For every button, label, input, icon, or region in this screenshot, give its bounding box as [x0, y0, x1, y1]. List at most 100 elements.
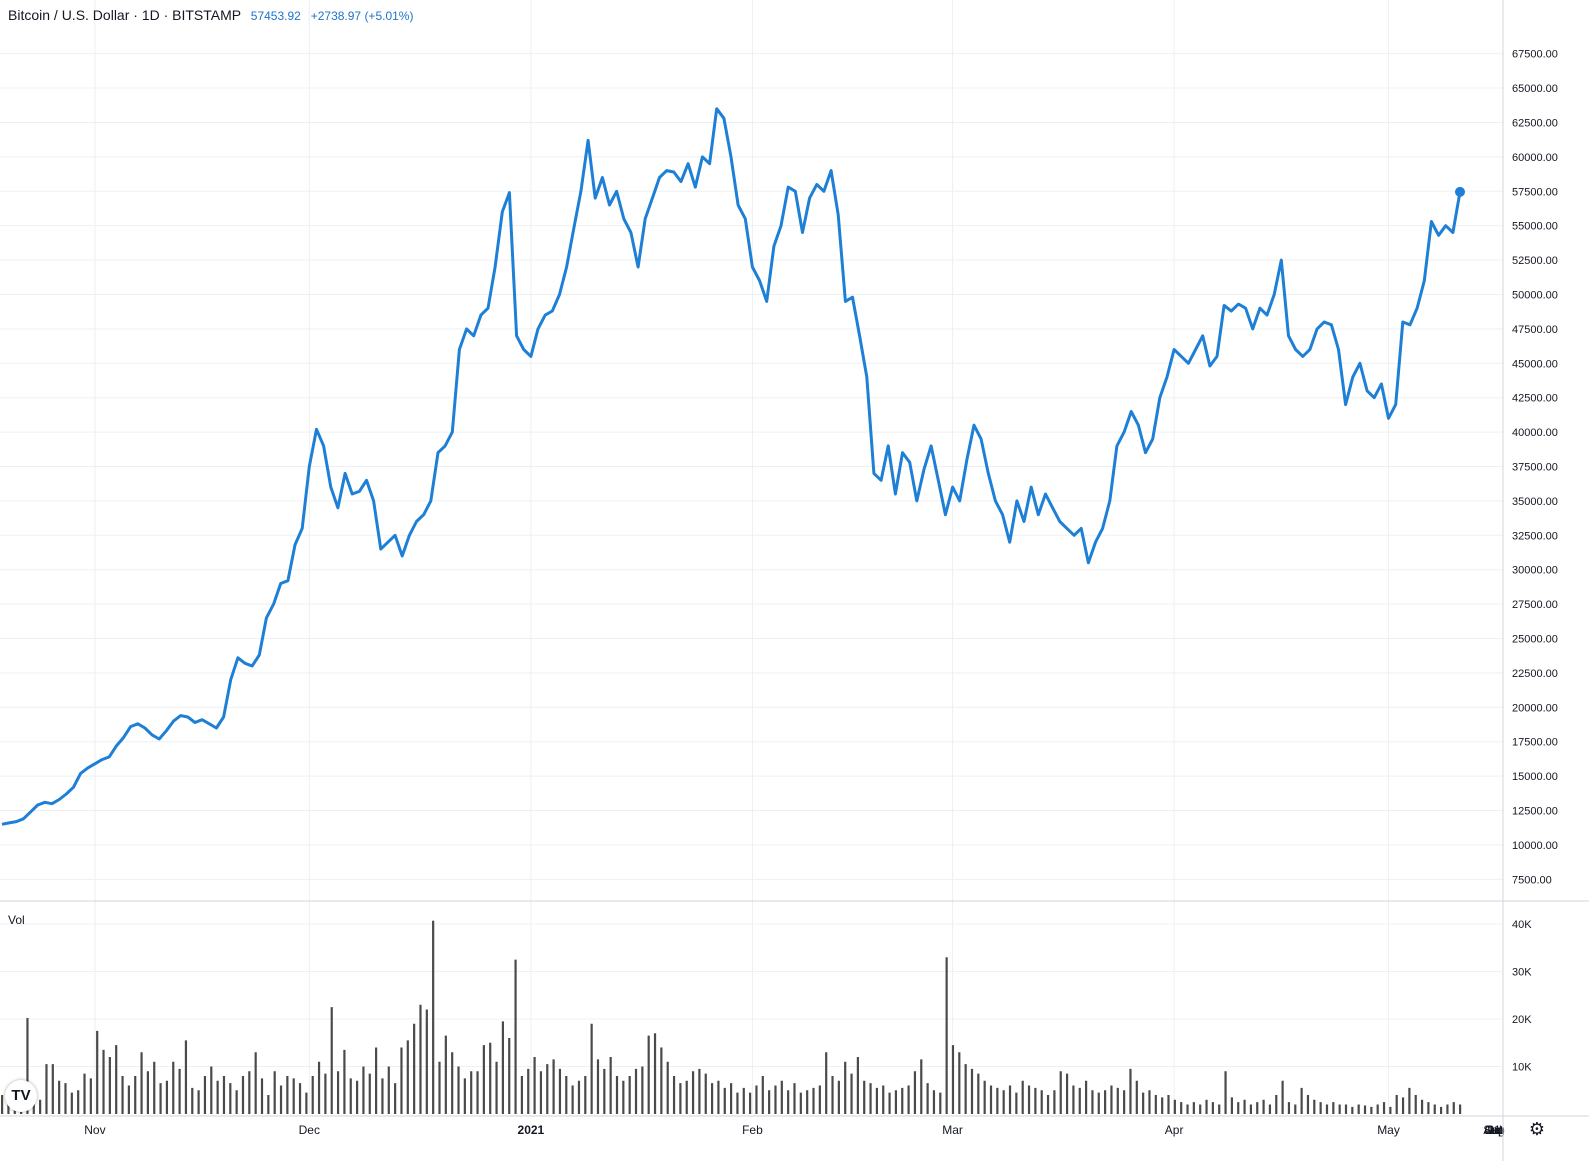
volume-bar [730, 1083, 733, 1114]
volume-bar [229, 1083, 232, 1114]
volume-bar [400, 1047, 403, 1114]
time-axis-tick: 2021 [518, 1123, 545, 1137]
volume-bar [983, 1080, 986, 1114]
price-axis-tick: 17500.00 [1512, 737, 1558, 749]
volume-bar [476, 1071, 479, 1114]
volume-bar [1243, 1099, 1246, 1114]
time-axis-tick: Sep [1483, 1123, 1505, 1137]
volume-bar [165, 1080, 169, 1114]
volume-bar [768, 1090, 771, 1114]
volume-bar [1414, 1095, 1417, 1114]
time-axis-tick: Feb [742, 1123, 763, 1137]
volume-bar [470, 1071, 473, 1114]
volume-bar [311, 1076, 314, 1114]
volume-bar [432, 920, 435, 1114]
volume-bar [1357, 1104, 1360, 1114]
volume-bar [1395, 1095, 1398, 1114]
volume-bar [406, 1040, 409, 1114]
volume-bar [1401, 1097, 1405, 1114]
price-series-line [1, 107, 1462, 826]
volume-bar [951, 1045, 955, 1114]
volume-bar [260, 1078, 264, 1114]
volume-bar [1281, 1080, 1284, 1114]
volume-bar [641, 1066, 644, 1114]
volume-bar [939, 1092, 942, 1114]
volume-bar [508, 1038, 511, 1114]
volume-bar [146, 1071, 149, 1114]
volume-bar [1230, 1097, 1233, 1114]
volume-axis-tick: 20K [1512, 1014, 1532, 1026]
volume-bar [343, 1049, 346, 1114]
volume-bar [1040, 1090, 1043, 1114]
price-axis-tick: 52500.00 [1512, 255, 1558, 267]
volume-bar [1433, 1104, 1436, 1114]
price-axis-tick: 7500.00 [1512, 874, 1552, 886]
volume-bar [1389, 1106, 1392, 1114]
volume-bar [609, 1057, 612, 1114]
volume-bar [286, 1076, 289, 1114]
volume-bar [1072, 1085, 1075, 1114]
volume-bar [831, 1076, 834, 1114]
volume-bar [989, 1085, 993, 1114]
volume-bar [336, 1071, 340, 1114]
volume-bar [901, 1087, 904, 1114]
volume-bar [191, 1087, 194, 1114]
volume-bar [964, 1064, 967, 1114]
volume-bar [672, 1076, 676, 1114]
volume-axis-tick: 40K [1512, 919, 1532, 931]
volume-axis-tick: 10K [1512, 1062, 1532, 1074]
volume-bar [1205, 1099, 1208, 1114]
volume-bar [1091, 1090, 1094, 1114]
volume-bar [1300, 1087, 1303, 1114]
volume-bar [1034, 1087, 1037, 1114]
volume-bar [596, 1059, 600, 1114]
last-price: 57453.92 [250, 9, 301, 23]
volume-bar [292, 1078, 295, 1114]
volume-bar [216, 1080, 219, 1114]
volume-bar [812, 1087, 815, 1114]
volume-bar [159, 1083, 162, 1114]
volume-bar [1268, 1104, 1272, 1114]
volume-bar [1319, 1102, 1322, 1114]
volume-bar [907, 1085, 910, 1114]
price-axis-tick: 35000.00 [1512, 496, 1558, 508]
price-axis-tick: 22500.00 [1512, 668, 1558, 680]
volume-bar [375, 1047, 378, 1114]
volume-bar [1173, 1099, 1176, 1114]
volume-bar [1294, 1104, 1297, 1114]
volume-bar [837, 1080, 840, 1114]
volume-bar [920, 1059, 923, 1114]
volume-bar [736, 1092, 739, 1114]
volume-bar [539, 1071, 543, 1114]
volume-bar [1363, 1105, 1367, 1114]
volume-bar [1065, 1073, 1069, 1114]
volume-bar [1053, 1090, 1056, 1114]
volume-bar [660, 1047, 663, 1114]
gear-icon[interactable]: ⚙ [1528, 1119, 1546, 1140]
time-axis-tick: Jun [1484, 1123, 1503, 1137]
volume-bar [533, 1057, 536, 1114]
volume-bar [977, 1073, 980, 1114]
volume-bar [856, 1057, 859, 1114]
volume-bar [178, 1068, 181, 1114]
volume-bar [1306, 1095, 1310, 1114]
volume-bar [1142, 1092, 1145, 1114]
volume-bar [1129, 1068, 1132, 1114]
volume-bar [1325, 1104, 1329, 1114]
volume-bar [58, 1080, 61, 1114]
volume-bar [1249, 1104, 1253, 1114]
volume-bar [1148, 1090, 1151, 1114]
volume-bar [45, 1064, 48, 1114]
tradingview-logo-icon[interactable]: TV [5, 1080, 37, 1112]
volume-bar [184, 1040, 188, 1114]
volume-bar [1008, 1085, 1012, 1114]
volume-bar [1104, 1090, 1107, 1114]
volume-bar [653, 1033, 657, 1114]
volume-bar [1287, 1102, 1291, 1114]
volume-bar [894, 1090, 898, 1114]
volume-bar [1275, 1095, 1278, 1114]
volume-bar [222, 1076, 226, 1114]
price-axis-tick: 12500.00 [1512, 806, 1558, 818]
